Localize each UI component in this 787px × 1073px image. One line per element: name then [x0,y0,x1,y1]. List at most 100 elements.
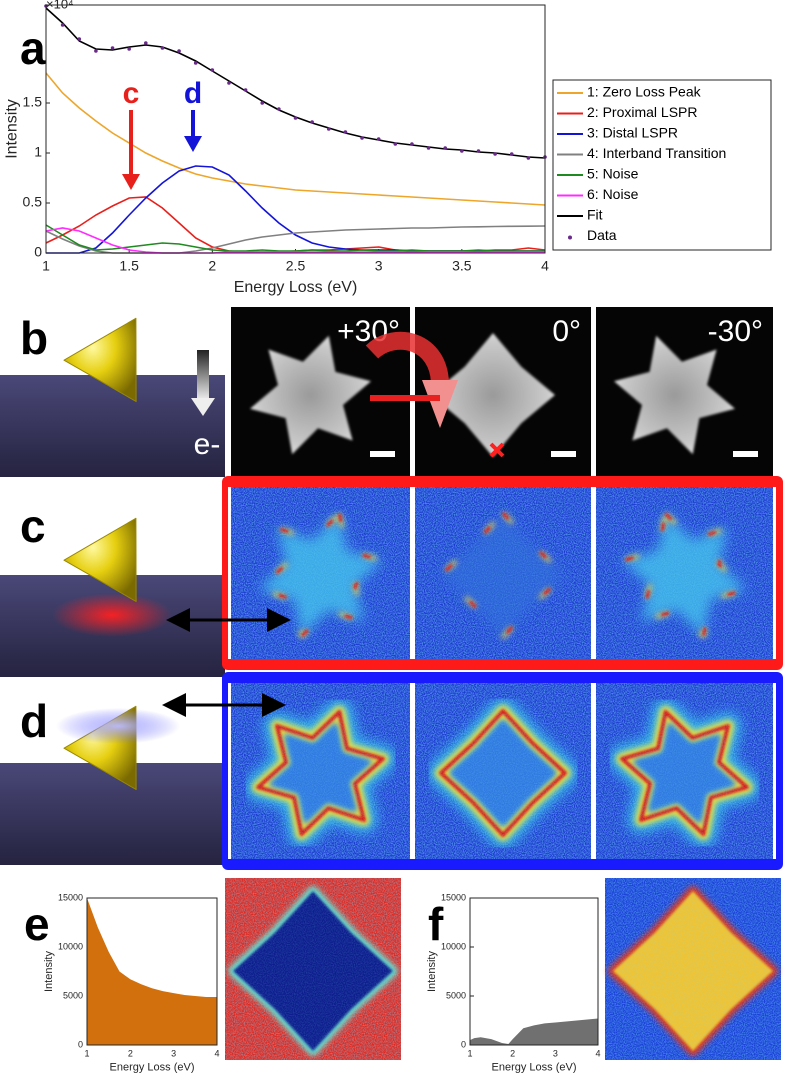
data-point [526,156,531,160]
map-noise [415,683,591,859]
plot: 1 2 3 4 0 5000 10000 15000 Energy Loss (eV) Inten… [426,892,600,1073]
panel-label: d [20,695,48,747]
y-tick-label: 0 [78,1039,83,1049]
legend-label: 4: Interband Transition [587,145,726,161]
panel-label: e [24,898,50,950]
map-noise [231,487,410,659]
beam-label: e- [194,428,221,461]
data-point [393,142,398,146]
data-point [426,146,431,150]
legend-label: 3: Distal LSPR [587,125,678,141]
legend-box [552,79,772,251]
x-axis-label: Energy Loss (eV) [110,1061,195,1073]
legend-label: 1: Zero Loss Peak [587,84,702,100]
y-tick-label: 0.5 [23,194,43,210]
nanostar-3d [63,317,137,408]
map-noise [225,878,401,1060]
beam-arrow-head [191,398,215,416]
legend-swatch [568,235,572,240]
x-tick-label: 1 [42,258,50,274]
annotation: c [123,77,140,110]
y-tick-label: 15000 [58,892,83,902]
map-noise [605,878,781,1060]
data-point [177,49,181,53]
area [87,898,217,1045]
y-tick-label: 0 [461,1039,466,1049]
x-tick-label: 1.5 [119,258,139,274]
x-tick-label: 2 [510,1048,515,1058]
x-tick-label: 4 [541,258,549,274]
data-point [460,149,464,153]
panel-label: c [20,500,46,552]
axes-frame [86,897,218,1046]
data-point [210,68,215,72]
data-point [277,107,281,111]
x-axis-label: Energy Loss (eV) [492,1061,577,1073]
data-point [144,41,148,45]
nanostar-body [63,317,137,402]
y-axis-label: Intensity [43,951,55,992]
map-noise [596,683,773,859]
data-point [509,152,514,156]
series-line [45,224,545,252]
legend-label: 6: Noise [587,186,639,202]
illustrations: e-+30° 0° -30° [0,307,783,1060]
data-point [260,101,265,105]
y-axis-label: Intensity [426,951,438,992]
y-tick-label: 0 [34,244,42,260]
y-tick-label: 1 [34,144,42,160]
x-tick-label: 3.5 [452,258,472,274]
data-point [127,47,131,51]
legend-label: Data [587,227,617,243]
data-point [410,142,414,146]
data-point [476,149,481,153]
annotation-arrowhead [184,136,202,152]
data-point [77,37,82,41]
data-point [360,136,364,140]
x-tick-label: 2 [128,1048,133,1058]
stem-particle [250,335,371,455]
y-tick-label: 1.5 [23,94,43,110]
y-tick-label: 15000 [441,892,466,902]
scale-bar [551,451,576,457]
data-point [94,49,98,53]
x-tick-label: 4 [214,1048,219,1058]
panel-label: f [428,898,444,950]
beam-arrow-shaft [197,350,209,400]
data-point [293,116,298,120]
x-tick-label: 3 [171,1048,176,1058]
tilt-marker [489,442,505,458]
x-tick-label: 3 [553,1048,558,1058]
area [470,1018,598,1045]
legend-label: Fit [587,207,603,223]
axes-frame [45,4,546,254]
rotation-arrow [365,331,449,386]
data-point [193,61,198,65]
plasmon-glow [56,708,180,744]
nanostar-3d [63,517,137,608]
y-tick-label: 10000 [441,941,466,951]
panel-label: b [20,312,48,364]
plot: 1 1.5 2 2.5 3 3.5 4 0 0.5 1 1.5 Energy Loss (eV) Int… [4,0,772,296]
data-point [227,81,231,85]
x-tick-label: 2 [208,258,216,274]
y-tick-label: 5000 [63,990,83,1000]
rotation-arrow-head [422,380,458,428]
data-point [326,127,331,131]
map-noise [231,683,410,859]
series-line [45,227,545,254]
x-tick-label: 2.5 [286,258,306,274]
map-noise [596,487,773,659]
annotation-arrowhead [122,174,140,190]
axes-frame [469,897,599,1046]
data-point [243,88,248,92]
y-multiplier: ×10⁴ [46,0,74,11]
x-tick-label: 1 [84,1048,89,1058]
data-point [376,137,381,141]
legend-label: 2: Proximal LSPR [587,104,697,120]
panel-label: a [20,22,46,74]
tilt-angle: -30° [708,315,763,348]
